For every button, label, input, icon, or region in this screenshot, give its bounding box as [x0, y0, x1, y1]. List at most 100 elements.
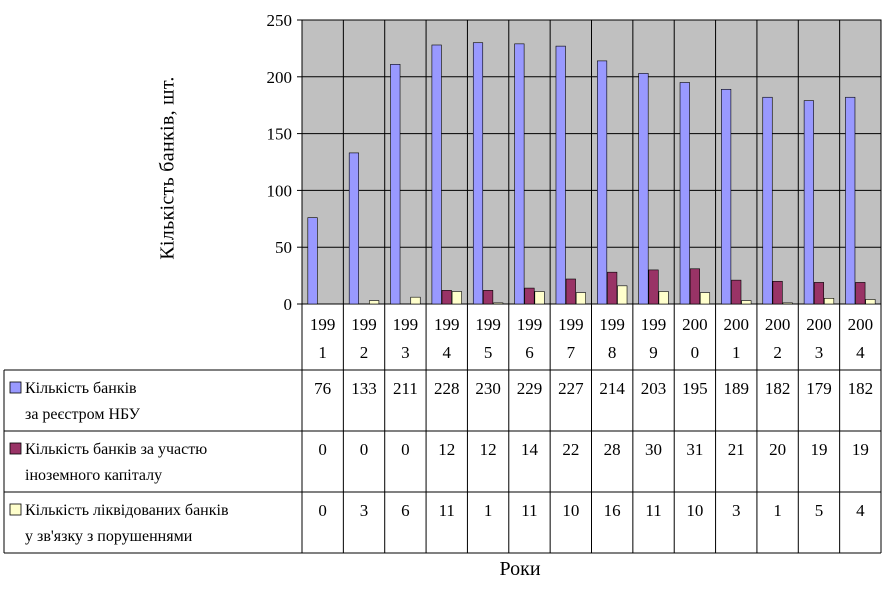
data-label: 1 — [484, 501, 493, 520]
bar — [534, 291, 545, 305]
x-tick-label: 199 — [310, 315, 336, 334]
bar — [731, 279, 742, 305]
data-label: 3 — [360, 501, 369, 520]
data-label: 12 — [480, 440, 497, 459]
data-label: 211 — [393, 379, 418, 398]
legend-swatch — [9, 442, 22, 455]
bar — [597, 60, 608, 305]
data-label: 229 — [517, 379, 543, 398]
data-label: 189 — [724, 379, 750, 398]
x-tick-label: 200 — [724, 315, 750, 334]
data-label: 1 — [773, 501, 782, 520]
x-tick-label: 200 — [682, 315, 708, 334]
data-label: 203 — [641, 379, 667, 398]
bar — [721, 88, 732, 305]
data-label: 3 — [732, 501, 741, 520]
bar — [658, 291, 669, 305]
bar — [472, 42, 484, 305]
bar — [638, 73, 649, 305]
x-tick-label: 1 — [732, 343, 741, 362]
legend-label: у зв'язку з порушеннями — [25, 528, 193, 545]
x-tick-label: 2 — [360, 343, 369, 362]
bar — [617, 285, 628, 305]
bar — [855, 282, 866, 305]
bar — [824, 298, 835, 305]
data-label: 16 — [604, 501, 621, 520]
x-axis-label: Роки — [499, 558, 541, 580]
data-label: 20 — [769, 440, 786, 459]
x-tick-label: 199 — [599, 315, 625, 334]
bar — [441, 290, 452, 305]
data-label: 11 — [521, 501, 537, 520]
legend-swatch — [9, 381, 22, 394]
data-label: 31 — [686, 440, 703, 459]
data-label: 30 — [645, 440, 662, 459]
data-label: 195 — [682, 379, 708, 398]
data-label: 19 — [852, 440, 869, 459]
x-tick-label: 200 — [848, 315, 874, 334]
x-tick-label: 199 — [351, 315, 377, 334]
x-tick-label: 199 — [558, 315, 584, 334]
bar — [451, 291, 462, 305]
x-tick-label: 2 — [773, 343, 782, 362]
y-axis-label-text: Кількість банків, шт. — [156, 76, 179, 260]
bar — [607, 271, 618, 305]
data-label: 12 — [438, 440, 455, 459]
bar — [565, 278, 576, 305]
bar — [679, 82, 690, 305]
x-tick-label: 0 — [691, 343, 700, 362]
data-label: 0 — [318, 501, 327, 520]
bar — [514, 43, 525, 305]
data-label: 0 — [401, 440, 410, 459]
data-label: 14 — [521, 440, 539, 459]
legend-label: за реєстром НБУ — [25, 406, 141, 423]
data-label: 227 — [558, 379, 584, 398]
data-label: 182 — [848, 379, 874, 398]
data-label: 230 — [475, 379, 501, 398]
data-label: 214 — [599, 379, 625, 398]
data-label: 0 — [318, 440, 327, 459]
y-tick-label: 50 — [275, 238, 292, 257]
bar — [741, 300, 752, 305]
bar — [483, 290, 494, 305]
x-tick-label: 199 — [641, 315, 667, 334]
legend-label: Кількість банків — [25, 380, 137, 397]
bar — [390, 64, 401, 305]
bar — [845, 96, 856, 305]
data-label: 10 — [562, 501, 579, 520]
bar — [689, 268, 700, 305]
x-tick-label: 3 — [815, 343, 824, 362]
data-label: 21 — [728, 440, 745, 459]
bar — [431, 44, 442, 305]
bar — [699, 292, 711, 305]
data-label: 6 — [401, 501, 410, 520]
bar — [493, 302, 504, 305]
data-label: 0 — [360, 440, 369, 459]
bar — [410, 296, 421, 305]
data-label: 11 — [439, 501, 455, 520]
legend-label: іноземного капіталу — [25, 467, 162, 484]
bar — [762, 96, 773, 305]
legend-swatch — [9, 503, 22, 516]
legend-label: Кількість ліквідованих банків — [25, 502, 229, 519]
data-label: 133 — [351, 379, 377, 398]
x-tick-label: 3 — [401, 343, 410, 362]
data-label: 179 — [806, 379, 832, 398]
data-label: 4 — [856, 501, 865, 520]
bar — [813, 282, 825, 305]
x-tick-label: 4 — [856, 343, 865, 362]
x-tick-label: 199 — [393, 315, 419, 334]
y-tick-label: 250 — [267, 11, 293, 30]
y-tick-label: 100 — [267, 181, 293, 200]
x-tick-label: 200 — [806, 315, 832, 334]
bar — [772, 280, 783, 305]
bar — [524, 287, 535, 305]
x-tick-label: 7 — [567, 343, 576, 362]
data-label: 5 — [815, 501, 824, 520]
legend-label: Кількість банків за участю — [25, 441, 207, 458]
bar — [803, 100, 814, 305]
x-tick-label: 4 — [443, 343, 452, 362]
data-label: 182 — [765, 379, 791, 398]
x-tick-label: 8 — [608, 343, 617, 362]
